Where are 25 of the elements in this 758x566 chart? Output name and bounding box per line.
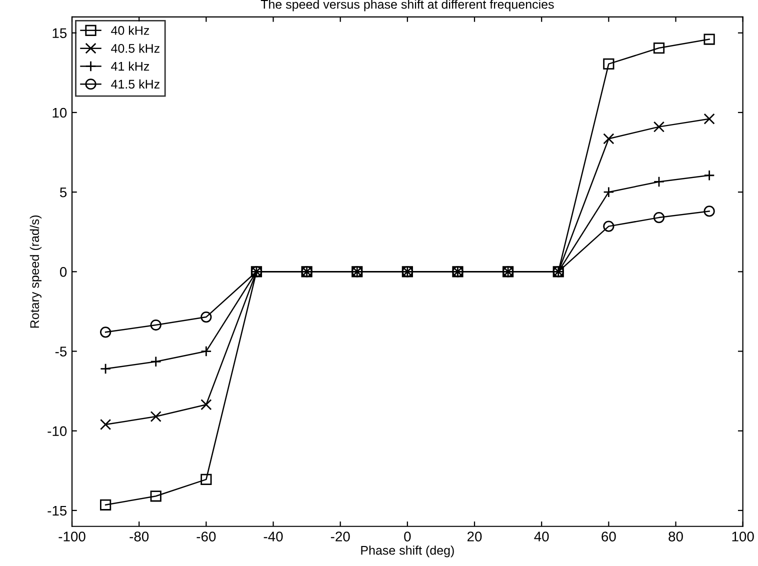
x-tick-label: 80 [668,532,683,542]
x-tick-label: 100 [732,532,754,542]
x-tick-label: 60 [602,532,616,542]
legend-label: 41 kHz [111,62,150,71]
y-axis-title: Rotary speed (rad/s) [30,215,42,328]
y-tick-label: 10 [52,108,67,118]
x-tick-label: -80 [130,532,149,542]
x-tick-label: -20 [330,532,350,542]
y-tick-label: -5 [55,346,67,356]
x-tick-label: 20 [467,532,482,542]
x-axis-title: Phase shift (deg) [361,546,454,558]
x-tick-label: 0 [404,532,411,542]
y-tick-label: 5 [60,188,67,198]
legend-label: 41.5 kHz [111,79,160,89]
x-tick-label: -100 [58,532,86,542]
x-tick-label: 40 [534,532,549,542]
legend-label: 40.5 kHz [111,44,160,53]
chart-title: The speed versus phase shift at different frequencies [260,0,554,12]
x-tick-label: -60 [196,532,216,542]
y-tick-label: 15 [52,28,67,38]
legend-label: 40 kHz [111,26,150,35]
y-tick-label: 0 [60,267,67,277]
y-tick-label: -15 [48,506,67,516]
y-tick-label: -10 [48,426,67,436]
x-tick-label: -40 [264,532,283,542]
